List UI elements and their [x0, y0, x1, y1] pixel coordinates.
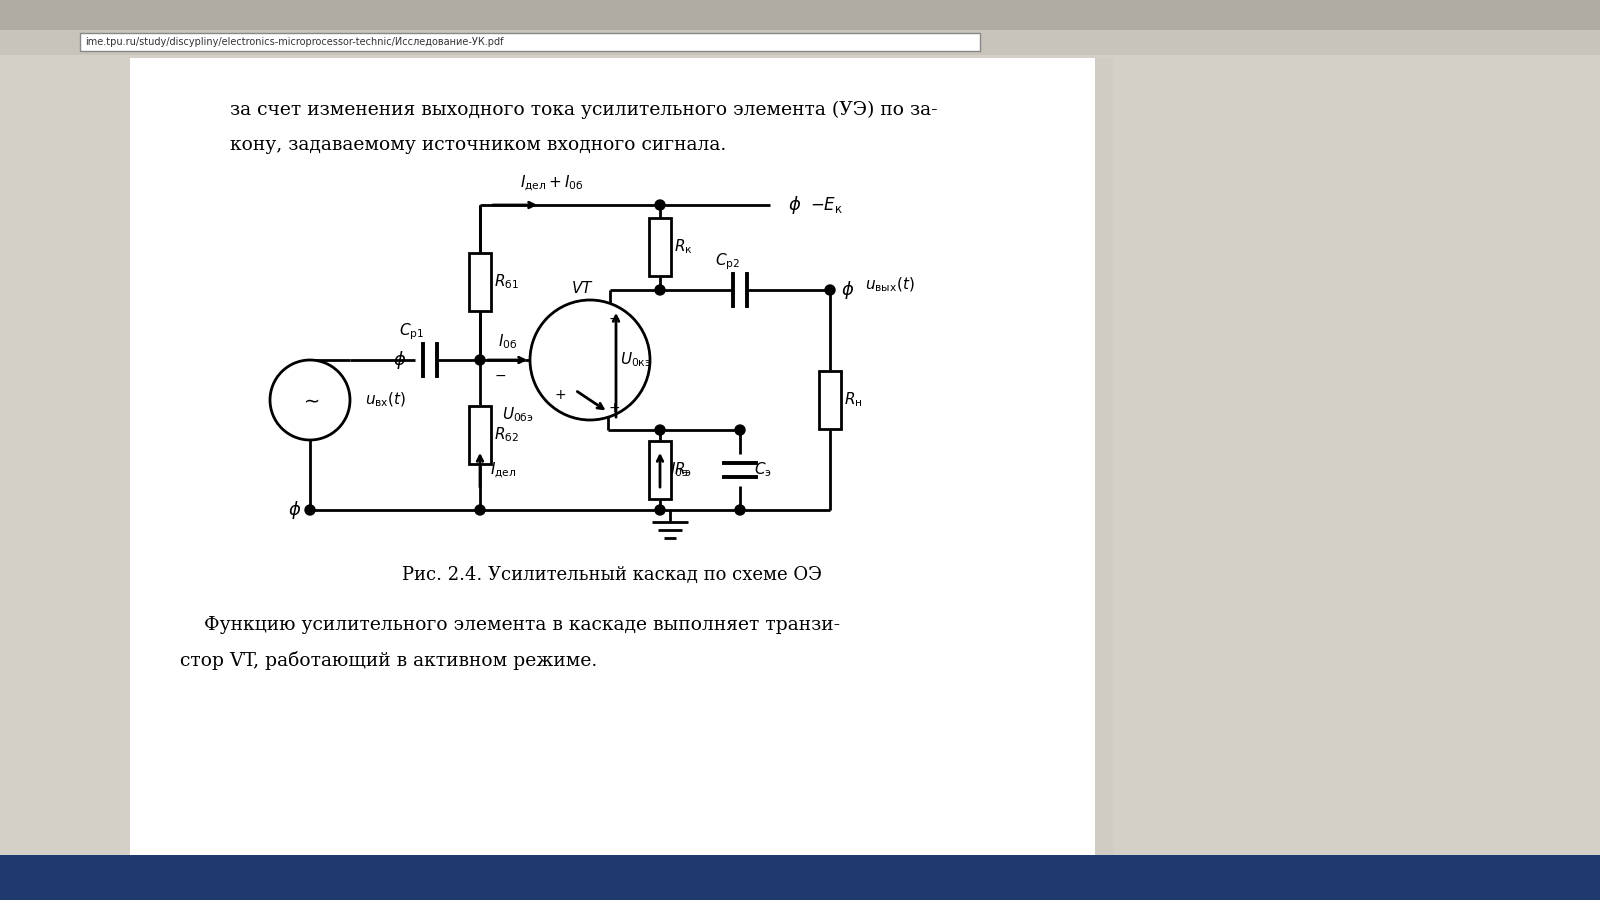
Text: $R_{\mathrm{б1}}$: $R_{\mathrm{б1}}$ — [494, 273, 518, 292]
Circle shape — [530, 300, 650, 420]
Bar — [0, 0, 1600, 55]
Circle shape — [734, 425, 746, 435]
Text: $\phi$: $\phi$ — [394, 349, 406, 371]
Text: $R_{\mathrm{э}}$: $R_{\mathrm{э}}$ — [674, 461, 691, 480]
Circle shape — [475, 355, 485, 365]
Text: $\phi$: $\phi$ — [842, 279, 854, 301]
Circle shape — [306, 505, 315, 515]
Circle shape — [270, 360, 350, 440]
Circle shape — [734, 505, 746, 515]
Text: $C_{\mathrm{р1}}$: $C_{\mathrm{р1}}$ — [400, 321, 424, 342]
Circle shape — [654, 285, 666, 295]
Circle shape — [475, 505, 485, 515]
Bar — [80, 33, 979, 51]
Text: $I_{\mathrm{дел}}+I_{\mathrm{0б}}$: $I_{\mathrm{дел}}+I_{\mathrm{0б}}$ — [520, 173, 584, 193]
Text: $C_{\mathrm{р2}}$: $C_{\mathrm{р2}}$ — [715, 252, 741, 273]
Bar — [1094, 58, 1114, 870]
Bar — [0, 855, 1600, 900]
Bar — [0, 0, 1600, 30]
Text: $u_{\mathrm{вых}}(t)$: $u_{\mathrm{вых}}(t)$ — [866, 275, 915, 294]
Text: $-$: $-$ — [608, 311, 621, 325]
Bar — [130, 58, 1094, 870]
Bar — [650, 218, 670, 276]
Text: $I_{\mathrm{дел}}$: $I_{\mathrm{дел}}$ — [490, 460, 517, 480]
Text: $u_{\mathrm{вх}}(t)$: $u_{\mathrm{вх}}(t)$ — [365, 391, 406, 410]
Circle shape — [654, 200, 666, 210]
Text: $R_{\mathrm{б2}}$: $R_{\mathrm{б2}}$ — [494, 426, 518, 445]
Text: $+$: $+$ — [554, 388, 566, 402]
Text: $-$: $-$ — [494, 368, 506, 382]
Text: Функцию усилительного элемента в каскаде выполняет транзи-: Функцию усилительного элемента в каскаде… — [179, 616, 840, 634]
Circle shape — [654, 425, 666, 435]
Text: $U_{\mathrm{0бэ}}$: $U_{\mathrm{0бэ}}$ — [502, 406, 534, 425]
Text: кону, задаваемому источником входного сигнала.: кону, задаваемому источником входного си… — [230, 136, 726, 154]
Text: $I_{\mathrm{0б}}$: $I_{\mathrm{0б}}$ — [498, 333, 517, 351]
Bar — [469, 253, 491, 311]
Text: $+$: $+$ — [608, 401, 621, 415]
Text: $-E_{\mathrm{к}}$: $-E_{\mathrm{к}}$ — [810, 195, 843, 215]
Text: $R_{\mathrm{к}}$: $R_{\mathrm{к}}$ — [674, 238, 693, 256]
Text: $\phi$: $\phi$ — [288, 499, 302, 521]
Text: $\sim$: $\sim$ — [299, 391, 320, 410]
Circle shape — [826, 285, 835, 295]
Bar — [819, 371, 842, 429]
Text: $VT$: $VT$ — [571, 280, 594, 296]
Text: Рис. 2.4. Усилительный каскад по схеме ОЭ: Рис. 2.4. Усилительный каскад по схеме О… — [402, 566, 822, 584]
Text: за счет изменения выходного тока усилительного элемента (УЭ) по за-: за счет изменения выходного тока усилите… — [230, 101, 938, 119]
Text: ime.tpu.ru/study/discypliny/electronics-microprocessor-technic/Исследование-УК.p: ime.tpu.ru/study/discypliny/electronics-… — [85, 37, 504, 47]
Text: стор VT, работающий в активном режиме.: стор VT, работающий в активном режиме. — [179, 651, 597, 670]
Text: $U_{\mathrm{0кэ}}$: $U_{\mathrm{0кэ}}$ — [621, 351, 651, 369]
Text: $\phi$: $\phi$ — [789, 194, 802, 216]
Bar — [650, 441, 670, 499]
Text: $C_{\mathrm{э}}$: $C_{\mathrm{э}}$ — [754, 461, 771, 480]
Text: $R_{\mathrm{н}}$: $R_{\mathrm{н}}$ — [845, 391, 862, 410]
Text: $I_{\mathrm{0э}}$: $I_{\mathrm{0э}}$ — [670, 461, 688, 480]
Circle shape — [654, 505, 666, 515]
Bar — [469, 406, 491, 464]
